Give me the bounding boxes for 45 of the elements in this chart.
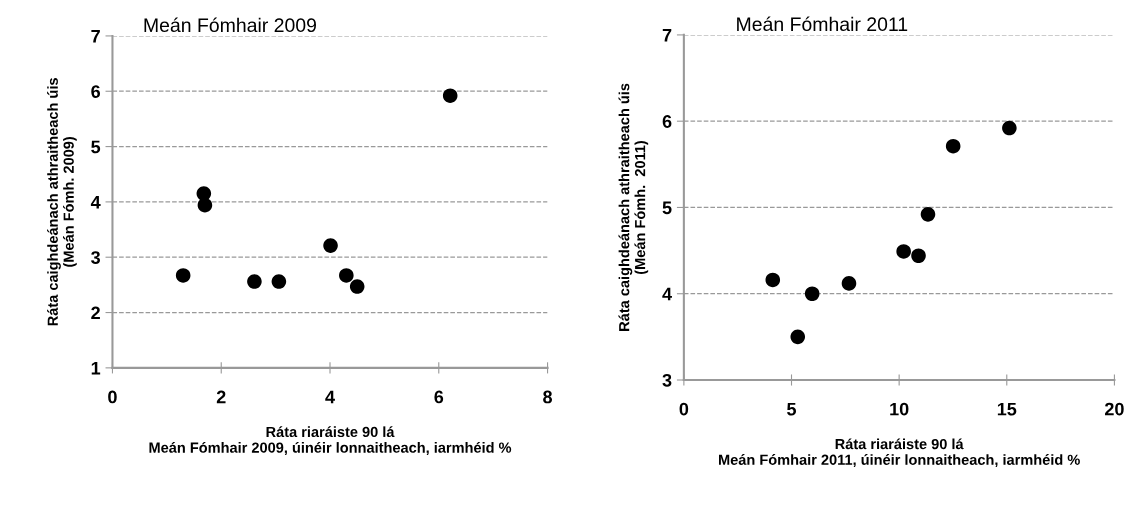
point [790,329,806,345]
point [911,248,926,264]
y-tick-label: 2 [91,306,100,320]
y-axis-title: Ráta caighdeánach athraitheach úis (Meán Fómh. 2011) [618,83,649,331]
y-tick-label: 5 [662,201,672,215]
y-tick-label: 4 [662,287,672,301]
chart-title: Meán Fómhair 2011 [737,16,908,32]
y-tick-label: 3 [91,251,101,264]
x-tick-label: 5 [787,402,797,416]
y-tick-label: 7 [91,30,100,43]
y-tick-label: 6 [91,85,101,98]
y-axis-title: Ráta caighdeánach athraitheach úis (Meán Fómh. 2009) [47,78,77,326]
point [945,138,961,154]
x-tick-label: 10 [890,402,909,416]
point [896,244,911,259]
point [804,286,820,302]
point [271,274,287,289]
y-tick-label: 7 [662,29,672,42]
point [841,276,857,291]
point [323,238,338,253]
x-tick-label: 2 [216,390,226,404]
point [197,197,213,213]
y-tick-label: 1 [91,361,101,375]
x-axis-title: Ráta riaráiste 90 lá Meán Fómhair 2011, úinéir lonnaitheach, iarmhéid % [719,438,1080,468]
x-tick-label: 6 [434,390,444,404]
y-tick-label: 4 [90,196,101,209]
chart-title: Meán Fómhair 2009 [144,17,317,33]
x-tick-label: 4 [325,390,335,404]
point [442,88,458,103]
point [349,279,365,294]
point [175,268,191,283]
point [920,207,936,222]
y-tick-label: 6 [662,115,672,128]
x-tick-label: 8 [543,390,553,404]
y-tick-label: 5 [91,140,101,154]
x-tick-label: 0 [108,390,117,404]
y-tick-label: 3 [662,373,672,387]
x-axis-title: Ráta riaráiste 90 lá Meán Fómhair 2009, úinéir lonnaitheach, iarmhéid % [149,426,512,455]
point [765,272,781,288]
point [247,274,262,289]
x-tick-label: 20 [1105,402,1124,416]
point [1002,120,1017,136]
x-tick-label: 0 [679,402,689,416]
x-tick-label: 15 [997,402,1017,416]
point [339,268,354,283]
